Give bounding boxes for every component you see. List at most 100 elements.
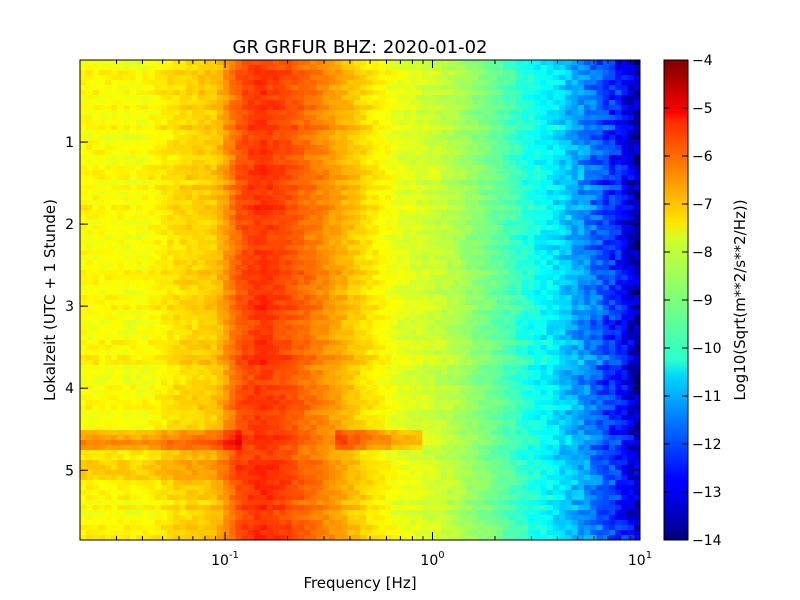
heatmap-cell	[577, 225, 585, 231]
heatmap-cell	[136, 200, 143, 206]
heatmap-cell	[577, 165, 585, 171]
heatmap-cell	[546, 75, 554, 81]
heatmap-cell	[111, 195, 118, 201]
heatmap-cell	[136, 250, 143, 256]
heatmap-cell	[397, 330, 405, 336]
heatmap-cell	[372, 60, 380, 66]
heatmap-cell	[160, 175, 168, 181]
heatmap-cell	[534, 240, 542, 246]
heatmap-cell	[210, 150, 218, 156]
heatmap-cell	[167, 320, 174, 326]
heatmap-cell	[366, 125, 374, 131]
heatmap-cell	[123, 145, 131, 151]
heatmap-cell	[173, 130, 181, 136]
heatmap-cell	[409, 295, 417, 301]
heatmap-cell	[272, 310, 280, 316]
heatmap-cell	[272, 225, 280, 231]
heatmap-cell	[627, 105, 635, 111]
heatmap-cell	[129, 215, 137, 221]
heatmap-cell	[391, 240, 398, 246]
heatmap-cell	[472, 220, 479, 226]
heatmap-cell	[86, 210, 94, 216]
heatmap-cell	[627, 275, 635, 281]
heatmap-cell	[111, 120, 118, 126]
heatmap-cell	[304, 320, 311, 326]
heatmap-cell	[80, 165, 87, 171]
heatmap-cell	[484, 260, 492, 266]
heatmap-cell	[216, 300, 224, 306]
heatmap-cell	[129, 165, 137, 171]
heatmap-cell	[235, 90, 243, 96]
heatmap-cell	[391, 250, 398, 256]
heatmap-cell	[154, 325, 162, 331]
heatmap-cell	[459, 230, 467, 236]
heatmap-cell	[328, 90, 336, 96]
heatmap-cell	[503, 205, 510, 211]
heatmap-cell	[584, 250, 591, 256]
heatmap-cell	[98, 95, 106, 101]
heatmap-cell	[621, 95, 629, 101]
heatmap-cell	[621, 155, 629, 161]
heatmap-cell	[335, 280, 342, 286]
heatmap-cell	[384, 315, 392, 321]
heatmap-cell	[416, 220, 423, 226]
heatmap-cell	[310, 305, 318, 311]
heatmap-cell	[272, 70, 280, 76]
heatmap-cell	[608, 120, 616, 126]
heatmap-cell	[403, 320, 411, 326]
heatmap-cell	[92, 195, 100, 201]
heatmap-cell	[602, 310, 610, 316]
heatmap-cell	[204, 65, 212, 71]
heatmap-cell	[422, 155, 430, 161]
heatmap-cell	[478, 85, 486, 91]
heatmap-cell	[540, 185, 548, 191]
heatmap-cell	[440, 310, 448, 316]
heatmap-cell	[608, 325, 616, 331]
heatmap-cell	[571, 180, 579, 186]
heatmap-cell	[453, 125, 461, 131]
heatmap-cell	[266, 270, 274, 276]
heatmap-cell	[403, 120, 411, 126]
heatmap-cell	[596, 135, 604, 141]
heatmap-cell	[366, 95, 374, 101]
heatmap-cell	[602, 135, 610, 141]
heatmap-cell	[241, 125, 249, 131]
heatmap-cell	[160, 265, 168, 271]
heatmap-cell	[347, 335, 355, 341]
heatmap-cell	[92, 120, 100, 126]
heatmap-cell	[577, 200, 585, 206]
heatmap-cell	[136, 65, 143, 71]
heatmap-cell	[297, 220, 305, 226]
heatmap-cell	[559, 220, 566, 226]
heatmap-cell	[596, 195, 604, 201]
heatmap-cell	[229, 140, 237, 146]
heatmap-cell	[509, 140, 517, 146]
heatmap-cell	[447, 150, 454, 156]
heatmap-cell	[428, 315, 436, 321]
heatmap-cell	[254, 115, 262, 121]
heatmap-cell	[521, 165, 529, 171]
heatmap-cell	[490, 275, 498, 281]
heatmap-cell	[111, 160, 118, 166]
heatmap-cell	[366, 240, 374, 246]
heatmap-cell	[347, 285, 355, 291]
heatmap-cell	[328, 255, 336, 261]
heatmap-cell	[198, 175, 206, 181]
heatmap-cell	[98, 135, 106, 141]
heatmap-cell	[565, 295, 573, 301]
heatmap-cell	[422, 120, 430, 126]
heatmap-cell	[192, 255, 199, 261]
heatmap-cell	[185, 120, 193, 126]
heatmap-cell	[241, 240, 249, 246]
heatmap-cell	[615, 200, 622, 206]
heatmap-cell	[540, 65, 548, 71]
heatmap-cell	[615, 90, 622, 96]
heatmap-cell	[378, 140, 386, 146]
heatmap-cell	[285, 115, 293, 121]
heatmap-cell	[291, 140, 299, 146]
heatmap-cell	[310, 325, 318, 331]
heatmap-cell	[223, 185, 230, 191]
heatmap-cell	[459, 315, 467, 321]
heatmap-cell	[192, 100, 199, 106]
heatmap-cell	[590, 225, 598, 231]
